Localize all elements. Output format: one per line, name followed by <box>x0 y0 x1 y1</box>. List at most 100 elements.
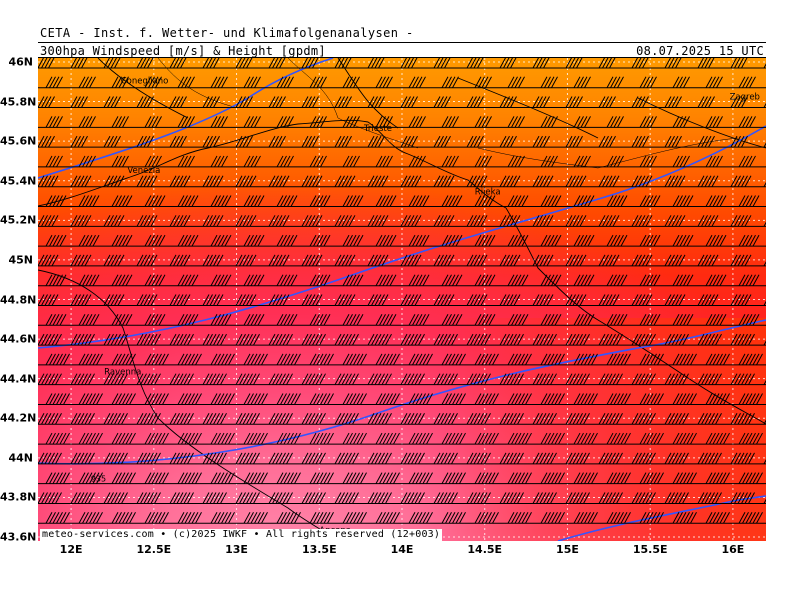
wind-barb <box>38 135 55 148</box>
wind-barb <box>507 116 525 128</box>
wind-barb <box>466 254 488 267</box>
wind-barb <box>400 333 425 346</box>
wind-barb <box>705 512 730 524</box>
wind-barb <box>334 413 359 425</box>
wind-barb <box>169 294 191 306</box>
contour-value-label: 935 <box>91 475 106 484</box>
wind-barb <box>177 76 195 88</box>
wind-barb <box>697 96 715 108</box>
wind-barb <box>606 274 628 286</box>
wind-barb <box>111 314 133 326</box>
wind-barb <box>210 314 232 326</box>
wind-barb <box>565 175 587 187</box>
wind-barb <box>400 175 422 187</box>
wind-barb <box>532 333 557 346</box>
wind-barb <box>202 135 220 148</box>
wind-barb <box>202 175 224 187</box>
wind-barb <box>169 333 194 346</box>
wind-barb <box>342 472 367 484</box>
wind-barb <box>631 492 656 504</box>
wind-barb <box>202 96 220 108</box>
wind-barb <box>705 353 730 366</box>
wind-barb <box>342 353 367 366</box>
wind-barb <box>177 116 195 128</box>
wind-barb <box>136 492 161 504</box>
wind-barb <box>697 215 719 227</box>
wind-barb <box>301 215 323 227</box>
wind-barb <box>466 175 488 187</box>
wind-barb <box>565 215 587 227</box>
copyright-notice: meteo-services.com • (c)2025 IWKF • All … <box>40 529 443 541</box>
lon-label: 13.5E <box>301 543 337 556</box>
title-product: 300hpa Windspeed [m/s] & Height [gpdm] <box>40 44 326 58</box>
wind-barb <box>367 294 389 306</box>
wind-barb <box>507 432 532 445</box>
wind-barb <box>408 155 426 168</box>
wind-barb <box>301 492 326 504</box>
wind-barb <box>672 393 697 405</box>
wind-barb <box>103 492 128 504</box>
wind-barb <box>697 373 722 385</box>
wind-barb <box>400 58 418 69</box>
wind-barb <box>672 155 690 168</box>
wind-barb <box>441 76 459 88</box>
wind-barb <box>540 116 558 128</box>
wind-barb <box>342 155 360 168</box>
wind-barb <box>38 58 55 69</box>
wind-barb <box>144 314 166 326</box>
wind-barb <box>268 58 286 69</box>
wind-barb <box>573 76 591 88</box>
wind-barb <box>631 294 653 306</box>
wind-barb <box>309 472 334 484</box>
wind-barb <box>177 234 199 247</box>
wind-barb <box>474 314 496 326</box>
wind-barb <box>730 58 748 69</box>
wind-barb <box>103 175 125 187</box>
city-label: Conegliano <box>121 77 169 87</box>
wind-barb <box>474 512 499 524</box>
wind-barb <box>309 116 327 128</box>
wind-barb <box>631 333 656 346</box>
wind-barb <box>408 512 433 524</box>
wind-barb <box>466 135 484 148</box>
wind-barb <box>144 195 166 207</box>
wind-barb <box>38 215 59 227</box>
wind-barb <box>639 393 664 405</box>
wind-barb <box>309 234 331 247</box>
wind-barb <box>136 58 154 69</box>
wind-barb <box>631 135 649 148</box>
wind-barb <box>499 215 521 227</box>
wind-barb <box>38 175 59 187</box>
wind-barb <box>466 294 488 306</box>
city-label: Ravenna <box>104 368 141 378</box>
wind-barb <box>433 135 451 148</box>
wind-barb <box>598 96 616 108</box>
wind-barb <box>697 294 719 306</box>
wind-barb <box>334 215 356 227</box>
wind-barb <box>499 175 521 187</box>
wind-barb <box>367 452 392 465</box>
wind-barb <box>268 175 290 187</box>
wind-barb <box>532 58 550 69</box>
wind-barb <box>507 234 529 247</box>
wind-barb <box>78 432 103 445</box>
wind-barb <box>573 116 591 128</box>
wind-barb <box>342 512 367 524</box>
wind-barb <box>309 393 334 405</box>
wind-barb <box>441 314 463 326</box>
wind-barb <box>276 155 294 168</box>
wind-barb <box>78 234 100 247</box>
wind-barb <box>474 76 492 88</box>
wind-barb <box>631 452 656 465</box>
wind-barb <box>70 373 95 385</box>
wind-barb <box>697 492 722 504</box>
wind-barb <box>672 195 694 207</box>
wind-barb <box>664 413 689 425</box>
wind-barb <box>70 175 92 187</box>
wind-barb <box>276 76 294 88</box>
wind-barb <box>507 155 525 168</box>
wind-barb <box>309 195 331 207</box>
wind-barb <box>367 373 392 385</box>
wind-barb <box>705 116 723 128</box>
wind-barb <box>70 215 92 227</box>
